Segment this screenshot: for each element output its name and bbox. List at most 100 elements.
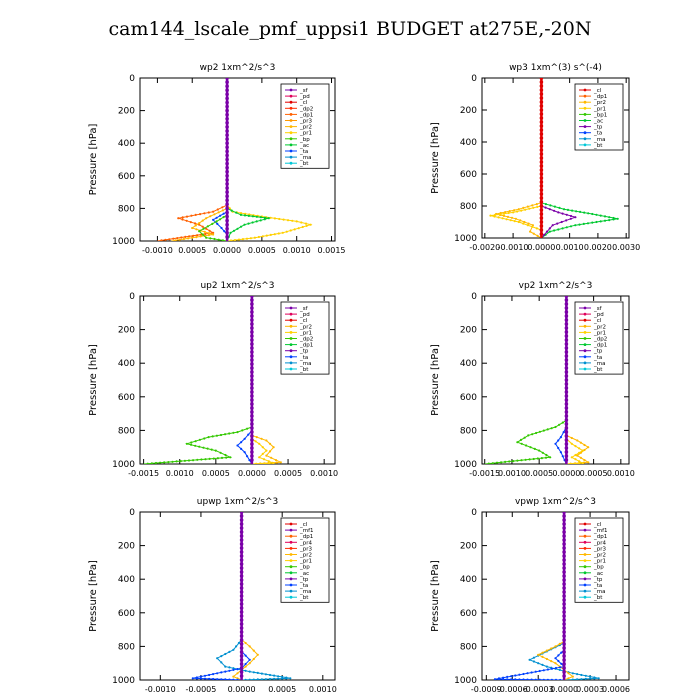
series-marker-pr2: [274, 459, 278, 462]
series-marker-pr2: [260, 437, 263, 440]
y-axis-label: Pressure [hPa]: [88, 344, 99, 416]
series-marker-sf: [564, 438, 569, 442]
y-tick-label: 1000: [454, 460, 477, 470]
legend-label: _pd: [593, 312, 604, 318]
series-marker-dp2: [194, 444, 197, 447]
series-marker-pr1: [493, 215, 496, 218]
series-marker-cl: [539, 176, 544, 180]
series-marker-ac: [251, 221, 254, 224]
series-marker-pr1: [265, 234, 268, 237]
series-marker-ta: [542, 678, 545, 680]
series-marker-mf1: [562, 614, 566, 618]
series-marker-cl: [539, 224, 544, 228]
series-marker-ac: [599, 214, 602, 217]
series-marker-pr1: [268, 462, 271, 464]
legend-marker: [583, 349, 587, 353]
series-marker-pr1: [532, 206, 535, 209]
y-tick-label: 800: [460, 426, 477, 436]
series-marker-sf: [225, 104, 229, 109]
series-marker-ma: [228, 666, 231, 669]
x-tick-label: -0.0005: [185, 685, 216, 694]
legend-label: _ma: [593, 361, 605, 367]
series-marker-mf1: [239, 610, 244, 614]
series-marker-pr1: [297, 227, 300, 230]
series-marker-cl: [539, 132, 544, 136]
series-marker-pr1: [520, 209, 523, 212]
legend-marker: [289, 149, 293, 153]
series-marker-sf: [225, 186, 229, 190]
series-marker-dp2: [224, 453, 227, 457]
x-tick-label: 0.0005: [268, 685, 296, 694]
series-marker-pr2: [531, 204, 534, 207]
legend-marker: [583, 94, 587, 98]
series-marker-mf1: [562, 570, 566, 574]
series-marker-ta: [228, 678, 231, 680]
series-marker-pr1: [522, 222, 525, 225]
series-marker-ac: [603, 215, 607, 218]
series-marker-mf1: [239, 530, 244, 534]
series-marker-pr1: [573, 462, 576, 464]
series-marker-pr1: [265, 449, 268, 452]
series-marker-mf1: [239, 630, 244, 634]
series-marker-ta: [557, 659, 560, 663]
legend-label: _ac: [299, 571, 309, 577]
series-marker-pr1: [513, 220, 516, 223]
series-marker-sf: [250, 346, 254, 350]
y-axis-label: Pressure [hPa]: [430, 344, 441, 416]
series-marker-pr1: [570, 456, 573, 459]
series-marker-pr1: [574, 458, 577, 461]
y-tick-label: 400: [118, 575, 135, 585]
legend-marker: [289, 547, 293, 550]
series-marker-dp2: [549, 456, 552, 459]
series-marker-ma: [248, 670, 251, 673]
series-marker-tp: [543, 233, 546, 236]
series-marker-dp2: [150, 462, 153, 464]
y-tick-label: 1000: [112, 460, 135, 470]
series-marker-pr1: [574, 445, 577, 448]
legend-label: _ta: [593, 583, 602, 589]
series-marker-mf1: [562, 594, 566, 598]
series-marker-dp1: [190, 214, 193, 217]
series-marker-ta: [222, 212, 225, 215]
series-marker-pr1: [269, 233, 272, 236]
series-marker-cl: [539, 208, 544, 212]
legend-marker: [289, 94, 293, 98]
series-marker-sf: [564, 306, 569, 310]
series-marker-ac: [561, 227, 564, 230]
series-marker-dp2: [192, 459, 195, 462]
series-marker-dp2: [536, 457, 539, 460]
series-marker-sf: [564, 390, 569, 394]
series-marker-sf: [250, 362, 254, 366]
series-marker-ma: [273, 674, 276, 677]
series-marker-pr1: [255, 462, 258, 464]
legend: _cl_mf1_dp1_pr4_pr3_pr2_pr1_bp_ac_tp_ta_…: [280, 517, 330, 603]
series-marker-dp2: [198, 445, 201, 448]
series-marker-ta: [199, 677, 202, 680]
series-marker-sf: [250, 414, 254, 418]
series-marker-sf: [564, 442, 569, 446]
series-marker-dp1: [185, 215, 189, 218]
series-marker-mf1: [239, 602, 244, 606]
series-marker-dp1: [199, 213, 202, 216]
series-marker-sf: [225, 92, 229, 97]
series-marker-pr1: [528, 207, 531, 210]
series-marker-ac: [235, 211, 238, 214]
series-marker-ac: [247, 214, 250, 217]
series-marker-sf: [250, 382, 254, 386]
legend-label: _pr2: [593, 553, 606, 559]
series-marker-pr1: [535, 227, 538, 230]
series-marker-ma: [264, 673, 267, 676]
series-marker-sf: [564, 406, 569, 410]
series-marker-pr2: [570, 436, 573, 440]
panel-title: upwp 1xm^2/s^3: [197, 497, 278, 507]
x-tick-label: -0.0009: [471, 685, 502, 694]
series-marker-pr1: [261, 452, 264, 455]
series-marker-sf: [250, 406, 254, 410]
series-marker-mf1: [562, 650, 566, 654]
legend-label: _ma: [299, 155, 311, 161]
series-marker-ma: [235, 645, 238, 648]
series-marker-sf: [564, 394, 569, 398]
series-marker-ac: [608, 219, 611, 222]
series-marker-mf1: [562, 646, 566, 650]
